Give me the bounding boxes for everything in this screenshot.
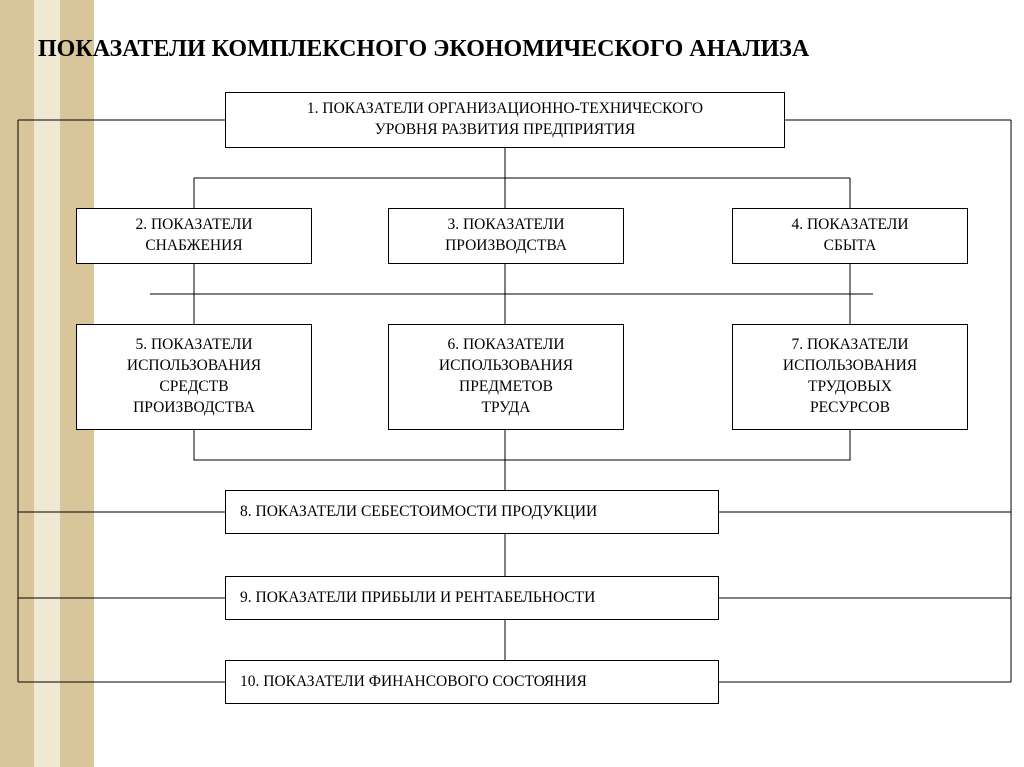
flowchart-node-n10: 10. ПОКАЗАТЕЛИ ФИНАНСОВОГО СОСТОЯНИЯ [225,660,719,704]
flowchart-node-n4: 4. ПОКАЗАТЕЛИ СБЫТА [732,208,968,264]
flowchart-node-label: 1. ПОКАЗАТЕЛИ ОРГАНИЗАЦИОННО-ТЕХНИЧЕСКОГ… [307,99,703,141]
flowchart-node-label: 8. ПОКАЗАТЕЛИ СЕБЕСТОИМОСТИ ПРОДУКЦИИ [240,502,597,523]
flowchart-node-n2: 2. ПОКАЗАТЕЛИ СНАБЖЕНИЯ [76,208,312,264]
flowchart-node-n1: 1. ПОКАЗАТЕЛИ ОРГАНИЗАЦИОННО-ТЕХНИЧЕСКОГ… [225,92,785,148]
page-title: ПОКАЗАТЕЛИ КОМПЛЕКСНОГО ЭКОНОМИЧЕСКОГО А… [38,36,809,63]
flowchart-node-label: 7. ПОКАЗАТЕЛИ ИСПОЛЬЗОВАНИЯ ТРУДОВЫХ РЕС… [783,335,917,419]
flowchart-node-label: 10. ПОКАЗАТЕЛИ ФИНАНСОВОГО СОСТОЯНИЯ [240,672,587,693]
flowchart-node-n3: 3. ПОКАЗАТЕЛИ ПРОИЗВОДСТВА [388,208,624,264]
flowchart-node-label: 5. ПОКАЗАТЕЛИ ИСПОЛЬЗОВАНИЯ СРЕДСТВ ПРОИ… [127,335,261,419]
flowchart-node-label: 3. ПОКАЗАТЕЛИ ПРОИЗВОДСТВА [445,215,567,257]
flowchart-node-label: 9. ПОКАЗАТЕЛИ ПРИБЫЛИ И РЕНТАБЕЛЬНОСТИ [240,588,595,609]
flowchart-node-n9: 9. ПОКАЗАТЕЛИ ПРИБЫЛИ И РЕНТАБЕЛЬНОСТИ [225,576,719,620]
flowchart-node-n8: 8. ПОКАЗАТЕЛИ СЕБЕСТОИМОСТИ ПРОДУКЦИИ [225,490,719,534]
flowchart-node-n5: 5. ПОКАЗАТЕЛИ ИСПОЛЬЗОВАНИЯ СРЕДСТВ ПРОИ… [76,324,312,430]
sidebar-stripe [34,0,60,767]
sidebar-stripe [0,0,34,767]
flowchart-node-n6: 6. ПОКАЗАТЕЛИ ИСПОЛЬЗОВАНИЯ ПРЕДМЕТОВ ТР… [388,324,624,430]
flowchart-node-n7: 7. ПОКАЗАТЕЛИ ИСПОЛЬЗОВАНИЯ ТРУДОВЫХ РЕС… [732,324,968,430]
flowchart-node-label: 2. ПОКАЗАТЕЛИ СНАБЖЕНИЯ [135,215,252,257]
flowchart-node-label: 4. ПОКАЗАТЕЛИ СБЫТА [791,215,908,257]
flowchart-node-label: 6. ПОКАЗАТЕЛИ ИСПОЛЬЗОВАНИЯ ПРЕДМЕТОВ ТР… [439,335,573,419]
